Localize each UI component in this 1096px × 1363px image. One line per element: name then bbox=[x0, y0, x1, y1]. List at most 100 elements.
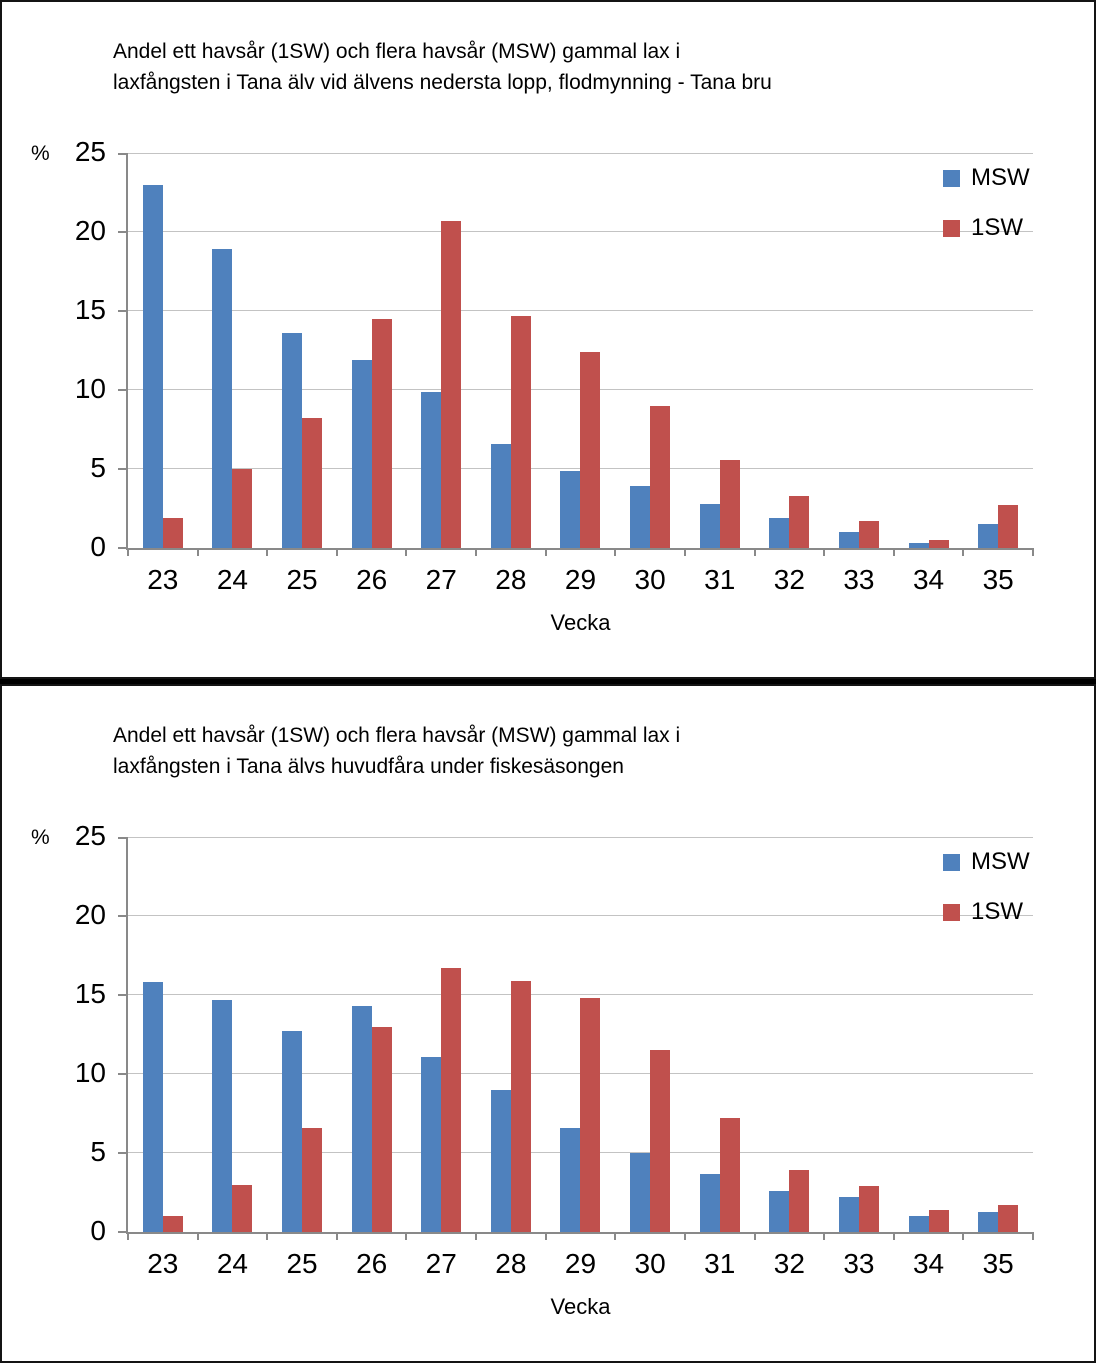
x-axis-tick-label: 24 bbox=[216, 1248, 248, 1279]
x-axis-tick-label: 30 bbox=[634, 1248, 666, 1279]
bar-msw-week-27 bbox=[421, 391, 442, 548]
x-tick bbox=[266, 548, 268, 556]
bar-msw-week-33 bbox=[838, 532, 859, 548]
bar-group-week-28 bbox=[476, 837, 546, 1232]
x-tick bbox=[127, 548, 129, 556]
chart-title-line-2: laxfångsten i Tana älv vid älvens neders… bbox=[113, 71, 772, 94]
x-axis-tick-label: 35 bbox=[982, 1248, 1014, 1279]
x-tick bbox=[475, 548, 477, 556]
x-tick bbox=[614, 548, 616, 556]
bar-msw-week-31 bbox=[699, 503, 720, 548]
chart-title-line-2: laxfångsten i Tana älvs huvudfåra under … bbox=[113, 755, 624, 778]
x-tick bbox=[823, 1232, 825, 1240]
y-axis-tick-label: 5 bbox=[90, 452, 106, 483]
y-axis-tick-label: 10 bbox=[74, 373, 106, 404]
legend-label-1sw: 1SW bbox=[971, 214, 1024, 241]
bar-group-week-23 bbox=[128, 153, 198, 548]
bar-1sw-week-33 bbox=[858, 1186, 879, 1232]
x-axis-title: Vecka bbox=[550, 1294, 611, 1319]
x-axis-tick-label: 35 bbox=[982, 564, 1014, 595]
bar-group-week-31 bbox=[685, 153, 755, 548]
legend-swatch-1sw-icon bbox=[943, 219, 960, 237]
x-axis-tick-label: 29 bbox=[564, 564, 597, 595]
legend-item-msw: MSW bbox=[943, 848, 1030, 876]
y-axis-tick-label: 0 bbox=[90, 531, 106, 562]
bar-group-week-27 bbox=[406, 153, 476, 548]
x-tick bbox=[266, 1232, 268, 1240]
x-axis-tick-label: 29 bbox=[564, 1248, 597, 1279]
x-tick bbox=[405, 1232, 407, 1240]
bar-1sw-week-26 bbox=[371, 318, 392, 548]
bar-1sw-week-27 bbox=[441, 968, 462, 1232]
x-tick bbox=[962, 1232, 964, 1240]
x-axis-tick-label: 31 bbox=[704, 1248, 736, 1279]
legend-swatch-msw-icon bbox=[943, 169, 960, 187]
bar-1sw-week-24 bbox=[232, 469, 253, 548]
x-tick bbox=[1032, 548, 1034, 556]
bar-group-week-31 bbox=[685, 837, 755, 1232]
x-axis-tick-label: 34 bbox=[912, 1248, 945, 1279]
x-tick bbox=[614, 1232, 616, 1240]
bar-1sw-week-26 bbox=[371, 1026, 392, 1232]
x-axis-tick-label: 26 bbox=[356, 564, 388, 595]
gridline bbox=[128, 310, 1033, 311]
bar-msw-week-29 bbox=[560, 1127, 581, 1232]
bar-group-week-29 bbox=[546, 153, 616, 548]
y-axis-unit-label: % bbox=[31, 826, 50, 849]
chart-title: Andel ett havsår (1SW) och flera havsår … bbox=[113, 36, 772, 98]
bar-group-week-27 bbox=[406, 837, 476, 1232]
x-tick bbox=[545, 548, 547, 556]
y-tick bbox=[118, 389, 126, 391]
legend: MSW 1SW bbox=[943, 848, 1030, 926]
gridline bbox=[128, 994, 1033, 995]
x-tick bbox=[962, 548, 964, 556]
y-axis-tick-label: 25 bbox=[74, 136, 106, 167]
gridline bbox=[128, 153, 1033, 154]
x-tick bbox=[893, 548, 895, 556]
gridline bbox=[128, 915, 1033, 916]
bar-msw-week-26 bbox=[351, 360, 372, 548]
bar-1sw-week-32 bbox=[789, 495, 810, 548]
legend-swatch-msw-icon bbox=[943, 853, 960, 871]
y-tick bbox=[118, 231, 126, 233]
x-tick bbox=[754, 548, 756, 556]
x-tick bbox=[823, 548, 825, 556]
bar-group-week-26 bbox=[337, 153, 407, 548]
x-axis-tick-label: 27 bbox=[425, 564, 457, 595]
bar-group-week-33 bbox=[824, 153, 894, 548]
x-tick bbox=[405, 548, 407, 556]
bar-1sw-week-31 bbox=[719, 1118, 740, 1232]
y-tick bbox=[118, 915, 126, 917]
x-axis-tick-label: 32 bbox=[773, 1248, 805, 1279]
bar-group-week-35 bbox=[963, 153, 1033, 548]
gridline bbox=[128, 231, 1033, 232]
bar-1sw-week-24 bbox=[232, 1184, 253, 1232]
x-axis-tick-label: 33 bbox=[843, 564, 875, 595]
x-tick bbox=[893, 1232, 895, 1240]
bar-group-week-30 bbox=[615, 837, 685, 1232]
bar-1sw-week-35 bbox=[998, 505, 1019, 548]
bar-msw-week-23 bbox=[142, 184, 163, 548]
x-tick bbox=[336, 1232, 338, 1240]
bar-msw-week-29 bbox=[560, 470, 581, 548]
legend-label-1sw: 1SW bbox=[971, 898, 1024, 925]
bar-msw-week-34 bbox=[908, 1216, 929, 1232]
bar-group-week-23 bbox=[128, 837, 198, 1232]
bar-group-week-30 bbox=[615, 153, 685, 548]
bar-msw-week-25 bbox=[282, 1031, 303, 1232]
y-tick bbox=[118, 994, 126, 996]
bar-group-week-24 bbox=[198, 153, 268, 548]
bar-1sw-week-35 bbox=[998, 1205, 1019, 1232]
bar-msw-week-35 bbox=[978, 524, 999, 548]
x-tick bbox=[545, 1232, 547, 1240]
bar-msw-week-33 bbox=[838, 1197, 859, 1232]
bar-1sw-week-27 bbox=[441, 220, 462, 548]
x-axis-tick-label: 28 bbox=[495, 1248, 527, 1279]
bar-1sw-week-34 bbox=[928, 1209, 949, 1232]
chart-title: Andel ett havsår (1SW) och flera havsår … bbox=[113, 720, 680, 782]
bar-msw-week-30 bbox=[630, 486, 651, 548]
bar-group-week-26 bbox=[337, 837, 407, 1232]
x-axis-tick-label: 28 bbox=[495, 564, 527, 595]
bar-1sw-week-23 bbox=[162, 1216, 183, 1232]
bar-msw-week-28 bbox=[490, 443, 511, 548]
